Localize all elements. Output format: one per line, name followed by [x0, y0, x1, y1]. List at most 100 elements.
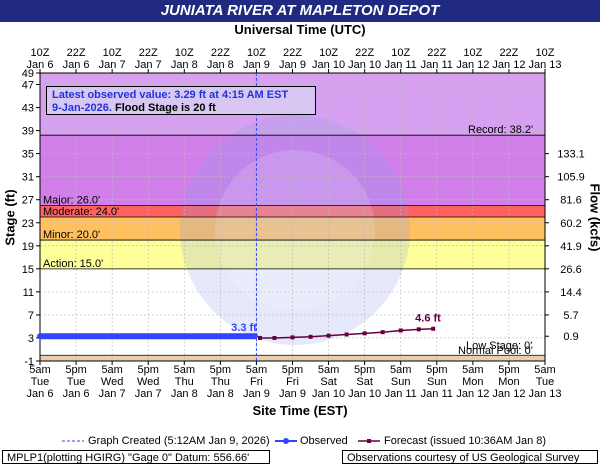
- left-axis-title: Stage (ft): [2, 189, 18, 246]
- x-tick-label: Tue: [536, 376, 555, 388]
- footer-datum: MPLP1(plotting HGIRG) "Gage 0" Datum: 55…: [2, 450, 270, 464]
- x-tick-label: Jan 9: [279, 388, 306, 400]
- observed-point: [127, 333, 134, 340]
- top-tick-label: Jan 11: [421, 59, 453, 71]
- flow-tick-label: 14.4: [560, 287, 581, 299]
- x-tick-label: Fri: [250, 376, 263, 388]
- x-tick-label: Fri: [286, 376, 299, 388]
- x-tick-label: Jan 7: [99, 388, 126, 400]
- y-tick-label: 27: [22, 195, 34, 207]
- observed-point: [235, 333, 242, 340]
- x-tick-label: Jan 8: [207, 388, 234, 400]
- top-tick-label: 10Z: [463, 47, 482, 59]
- top-tick-label: Jan 8: [171, 59, 198, 71]
- forecast-point: [344, 332, 349, 337]
- x-tick-label: Thu: [211, 376, 230, 388]
- legend-graph-created: Graph Created (5:12AM Jan 9, 2026): [88, 435, 270, 447]
- x-tick-label: Wed: [137, 376, 159, 388]
- top-tick-label: Jan 12: [456, 59, 489, 71]
- x-tick-label: Sat: [320, 376, 337, 388]
- footer-courtesy: Observations courtesy of US Geological S…: [342, 450, 598, 464]
- top-tick-label: 22Z: [283, 47, 302, 59]
- x-tick-label: Sun: [427, 376, 447, 388]
- y-tick-label: -1: [24, 356, 34, 368]
- y-tick-label: 31: [22, 172, 34, 184]
- latest-observed-box: Latest observed value: 3.29 ft at 4:15 A…: [46, 86, 316, 115]
- top-tick-label: Jan 9: [243, 59, 270, 71]
- y-tick-label: 19: [22, 241, 34, 253]
- x-tick-label: Jan 6: [63, 388, 90, 400]
- top-tick-label: Jan 10: [312, 59, 345, 71]
- y-tick-label: 11: [23, 287, 34, 299]
- x-tick-label: Jan 10: [348, 388, 381, 400]
- observed-point: [181, 333, 188, 340]
- forecast-point: [362, 331, 367, 336]
- legend-forecast-icon: [358, 435, 380, 450]
- x-tick-label: Tue: [31, 376, 50, 388]
- y-tick-label: 49: [22, 68, 34, 80]
- forecast-annotation: 4.6 ft: [415, 313, 441, 325]
- x-tick-label: 5am: [101, 364, 122, 376]
- observed-point: [37, 333, 43, 340]
- y-tick-label: 39: [22, 126, 34, 138]
- minor-zone: [40, 217, 545, 241]
- top-tick-label: 10Z: [175, 47, 194, 59]
- observed-point: [163, 333, 170, 340]
- top-tick-label: 10Z: [391, 47, 410, 59]
- forecast-point: [416, 327, 421, 332]
- threshold-label-low: Low Stage: 0': [466, 340, 532, 352]
- flow-tick-label: 60.2: [560, 218, 581, 230]
- x-tick-label: Sat: [356, 376, 373, 388]
- x-tick-label: 5am: [534, 364, 555, 376]
- top-tick-label: Jan 6: [63, 59, 90, 71]
- forecast-point: [431, 326, 436, 331]
- x-tick-label: Jan 8: [171, 388, 198, 400]
- top-tick-label: Jan 13: [528, 59, 561, 71]
- x-tick-label: Wed: [101, 376, 123, 388]
- threshold-label-normal: Normal Pool: 0': [458, 345, 533, 357]
- normal-range-zone: [40, 268, 545, 356]
- x-tick-label: Jan 13: [528, 388, 561, 400]
- observed-point: [199, 333, 206, 340]
- x-tick-label: 5am: [29, 364, 50, 376]
- bottom-axis-title: Site Time (EST): [252, 403, 348, 418]
- x-tick-label: 5pm: [426, 364, 447, 376]
- top-tick-label: Jan 8: [207, 59, 234, 71]
- y-tick-label: 35: [22, 149, 34, 161]
- threshold-label-major: Major: 26.0': [43, 194, 100, 206]
- y-tick-label: 3: [28, 333, 34, 345]
- x-tick-label: Jan 10: [312, 388, 345, 400]
- x-tick-label: 5am: [246, 364, 267, 376]
- forecast-point: [258, 335, 263, 340]
- y-tick-label: 43: [22, 103, 34, 115]
- forecast-point: [326, 333, 331, 338]
- observed-point: [217, 333, 224, 340]
- x-tick-label: Mon: [462, 376, 483, 388]
- x-tick-label: Jan 11: [385, 388, 417, 400]
- latest-observed-line1: Latest observed value: 3.29 ft at 4:15 A…: [52, 89, 289, 101]
- y-tick-label: 7: [28, 310, 34, 322]
- x-tick-label: Jan 9: [243, 388, 270, 400]
- x-tick-label: Sun: [391, 376, 411, 388]
- x-tick-label: 5pm: [65, 364, 86, 376]
- top-tick-label: 10Z: [319, 47, 338, 59]
- y-tick-label: 23: [22, 218, 34, 230]
- y-tick-label: 47: [22, 80, 34, 92]
- observed-point: [91, 333, 98, 340]
- top-tick-label: Jan 9: [279, 59, 306, 71]
- x-tick-label: Mon: [498, 376, 519, 388]
- flow-tick-label: 26.6: [560, 264, 581, 276]
- top-tick-label: 22Z: [67, 47, 86, 59]
- top-tick-label: 22Z: [211, 47, 230, 59]
- flow-tick-label: 81.6: [560, 195, 581, 207]
- observed-point: [55, 333, 62, 340]
- threshold-label-action: Action: 15.0': [43, 258, 103, 270]
- legend-observed: Observed: [300, 435, 348, 447]
- flow-tick-label: 133.1: [557, 149, 585, 161]
- x-tick-label: 5am: [174, 364, 195, 376]
- x-tick-label: 5pm: [354, 364, 375, 376]
- flow-tick-label: 5.7: [563, 310, 578, 322]
- top-tick-label: Jan 7: [99, 59, 126, 71]
- legend-graph-created-icon: [62, 435, 84, 450]
